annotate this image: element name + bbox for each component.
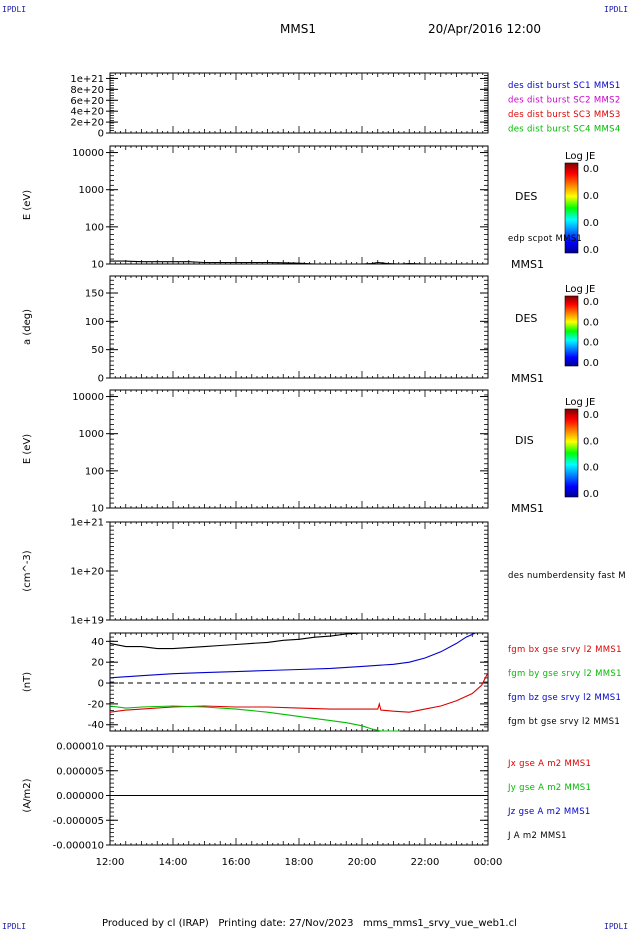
x-tick-label: 12:00 [96, 857, 125, 868]
probe-label: MMS1 [511, 502, 544, 515]
x-tick-label: 18:00 [285, 857, 314, 868]
instrument-label: DES [515, 312, 537, 325]
colorbar-tick-label: 0.0 [583, 317, 599, 328]
colorbar-tick-label: 0.0 [583, 358, 599, 369]
corner-label-top-left: IPDLI [2, 5, 27, 14]
colorbar [564, 162, 579, 254]
x-tick-label: 20:00 [348, 857, 377, 868]
y-tick-label: 8e+20 [70, 85, 104, 96]
y-tick-label: -0.000010 [53, 841, 104, 852]
x-tick-label: 00:00 [474, 857, 503, 868]
y-tick-label: 100 [85, 466, 104, 477]
y-tick-label: 0 [98, 374, 104, 385]
colorbar-tick-label: 0.0 [583, 463, 599, 474]
y-tick-label: 0 [98, 679, 104, 690]
legend-entry: des dist burst SC3 MMS3 [508, 110, 621, 120]
y-tick-label: -0.000005 [53, 816, 104, 827]
corner-label-bottom-right: IPDLI [604, 922, 629, 931]
legend-entry: des numberdensity fast M [508, 571, 626, 581]
y-tick-label: 40 [91, 637, 104, 648]
y-tick-label: 10 [91, 260, 104, 271]
y-tick-label: 6e+20 [70, 96, 104, 107]
legend-entry: fgm bx gse srvy l2 MMS1 [508, 645, 622, 655]
legend-entry: des dist burst SC1 MMS1 [508, 81, 621, 91]
colorbar-tick-label: 0.0 [583, 164, 599, 175]
instrument-label: DIS [515, 434, 534, 447]
y-tick-label: 50 [91, 345, 104, 356]
probe-label: MMS1 [511, 258, 544, 271]
colorbar-tick-label: 0.0 [583, 489, 599, 500]
colorbar-tick-label: 0.0 [583, 410, 599, 421]
panel-frame-5 [109, 521, 489, 621]
spacecraft-title: MMS1 [280, 22, 316, 36]
y-axis-label: a (deg) [22, 309, 33, 345]
panel-frame-4 [109, 389, 489, 509]
colorbar-tick-label: 0.0 [583, 245, 599, 256]
x-tick-label: 16:00 [222, 857, 251, 868]
y-tick-label: 20 [91, 658, 104, 669]
x-tick-label: 22:00 [411, 857, 440, 868]
legend-entry: J A m2 MMS1 [507, 831, 567, 841]
legend-entry: des dist burst SC2 MMS2 [508, 96, 621, 106]
colorbar-tick-label: 0.0 [583, 191, 599, 202]
y-tick-label: 2e+20 [70, 118, 104, 129]
panel-frame-1 [109, 72, 489, 134]
y-axis-label: (A/m2) [22, 778, 33, 812]
y-tick-label: 10 [91, 504, 104, 515]
instrument-label: DES [515, 190, 537, 203]
x-tick-label: 14:00 [159, 857, 188, 868]
y-tick-label: 150 [85, 289, 104, 300]
colorbar-title: Log JE [565, 151, 595, 162]
y-tick-label: -40 [88, 720, 104, 731]
probe-label: MMS1 [511, 372, 544, 385]
colorbar-title: Log JE [565, 284, 595, 295]
legend-entry: Jy gse A m2 MMS1 [507, 783, 591, 793]
y-tick-label: 0.000005 [56, 766, 104, 777]
legend-entry: des dist burst SC4 MMS4 [508, 125, 621, 135]
legend-entry: fgm bt gse srvy l2 MMS1 [508, 717, 620, 727]
legend-entry: edp scpot MMS1 [508, 234, 582, 244]
y-tick-label: 0.000010 [56, 742, 104, 753]
legend-entry: Jx gse A m2 MMS1 [507, 759, 591, 769]
colorbar-title: Log JE [565, 397, 595, 408]
datetime-title: 20/Apr/2016 12:00 [428, 22, 542, 36]
y-tick-label: 1000 [79, 185, 104, 196]
colorbar [564, 408, 579, 498]
colorbar-tick-label: 0.0 [583, 297, 599, 308]
y-tick-label: -20 [88, 699, 104, 710]
y-axis-label: E (eV) [22, 434, 33, 464]
panel-frame-3 [109, 275, 489, 379]
y-tick-label: 0.000000 [56, 791, 104, 802]
y-tick-label: 1e+19 [70, 616, 104, 627]
series-line-by [109, 705, 400, 732]
footer-credit: Produced by cl (IRAP) Printing date: 27/… [102, 918, 517, 929]
corner-label-top-right: IPDLI [604, 5, 629, 14]
series-line-bt [109, 632, 366, 650]
y-tick-label: 1e+21 [70, 518, 104, 529]
y-axis-label: (nT) [22, 672, 33, 692]
corner-label-bottom-left: IPDLI [2, 922, 27, 931]
y-axis-label: E (eV) [22, 190, 33, 220]
y-tick-label: 0 [98, 129, 104, 140]
y-tick-label: 1e+21 [70, 74, 104, 85]
colorbar-tick-label: 0.0 [583, 436, 599, 447]
legend-entry: fgm by gse srvy l2 MMS1 [508, 669, 622, 679]
colorbar-tick-label: 0.0 [583, 338, 599, 349]
y-axis-label: (cm^-3) [22, 550, 33, 591]
y-tick-label: 100 [85, 317, 104, 328]
colorbar-tick-label: 0.0 [583, 218, 599, 229]
y-tick-label: 100 [85, 222, 104, 233]
y-tick-label: 1000 [79, 429, 104, 440]
legend-entry: fgm bz gse srvy l2 MMS1 [508, 693, 621, 703]
y-tick-label: 10000 [72, 148, 104, 159]
series-line-line [110, 260, 426, 265]
panel-frame-2 [109, 145, 489, 265]
y-tick-label: 1e+20 [70, 567, 104, 578]
y-tick-label: 10000 [72, 392, 104, 403]
legend-entry: Jz gse A m2 MMS1 [507, 807, 591, 817]
series-line-bz [109, 632, 476, 679]
y-tick-label: 4e+20 [70, 107, 104, 118]
colorbar [564, 295, 579, 367]
